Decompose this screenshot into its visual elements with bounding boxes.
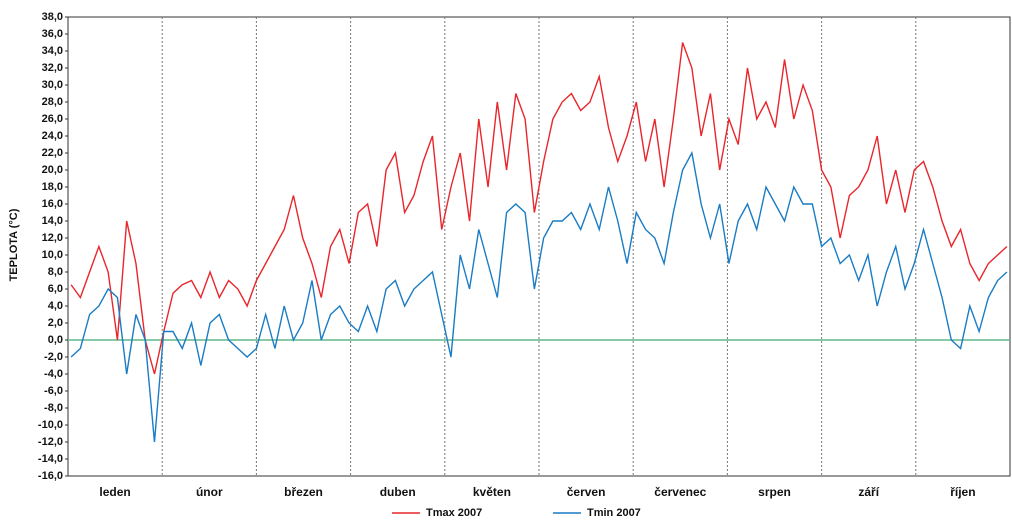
- y-tick-label: 26,0: [42, 113, 63, 125]
- y-tick-label: 4,0: [48, 300, 63, 312]
- series-line: [70, 150, 1008, 443]
- y-tick-label: 8,0: [48, 266, 63, 278]
- y-tick-label: 32,0: [42, 62, 63, 74]
- y-tick-label: 6,0: [48, 283, 63, 295]
- x-tick-label: březen: [284, 485, 323, 499]
- y-tick-label: 22,0: [42, 147, 63, 159]
- y-tick-label: 36,0: [42, 28, 63, 40]
- y-tick-label: 12,0: [42, 232, 63, 244]
- y-tick-label: -12,0: [38, 436, 63, 448]
- x-tick-label: únor: [196, 485, 223, 499]
- y-tick-label: -16,0: [38, 470, 63, 482]
- y-tick-label: -14,0: [38, 453, 63, 465]
- legend-label: Tmin 2007: [587, 507, 641, 519]
- y-tick-label: 38,0: [42, 11, 63, 23]
- y-tick-label: 20,0: [42, 164, 63, 176]
- y-tick-label: 0,0: [48, 334, 63, 346]
- x-tick-label: leden: [99, 485, 130, 499]
- y-tick-label: 10,0: [42, 249, 63, 261]
- y-tick-label: 14,0: [42, 215, 63, 227]
- y-tick-label: 30,0: [42, 79, 63, 91]
- x-tick-label: květen: [473, 485, 511, 499]
- x-tick-label: srpen: [758, 485, 791, 499]
- x-tick-label: červen: [567, 485, 606, 499]
- y-tick-label: 24,0: [42, 130, 63, 142]
- y-tick-label: -6,0: [44, 385, 63, 397]
- x-tick-label: červenec: [654, 485, 706, 499]
- x-tick-label: duben: [380, 485, 416, 499]
- series-line: [70, 42, 1008, 375]
- x-tick-label: září: [858, 485, 879, 499]
- y-tick-label: -8,0: [44, 402, 63, 414]
- y-axis-label: TEPLOTA (°C): [8, 208, 20, 281]
- y-tick-label: -10,0: [38, 419, 63, 431]
- y-tick-label: 34,0: [42, 45, 63, 57]
- y-tick-label: 28,0: [42, 96, 63, 108]
- y-tick-label: 2,0: [48, 317, 63, 329]
- y-tick-label: -2,0: [44, 351, 63, 363]
- y-tick-label: 18,0: [42, 181, 63, 193]
- legend-label: Tmax 2007: [426, 507, 482, 519]
- x-tick-label: říjen: [950, 485, 975, 499]
- y-tick-label: 16,0: [42, 198, 63, 210]
- y-tick-label: -4,0: [44, 368, 63, 380]
